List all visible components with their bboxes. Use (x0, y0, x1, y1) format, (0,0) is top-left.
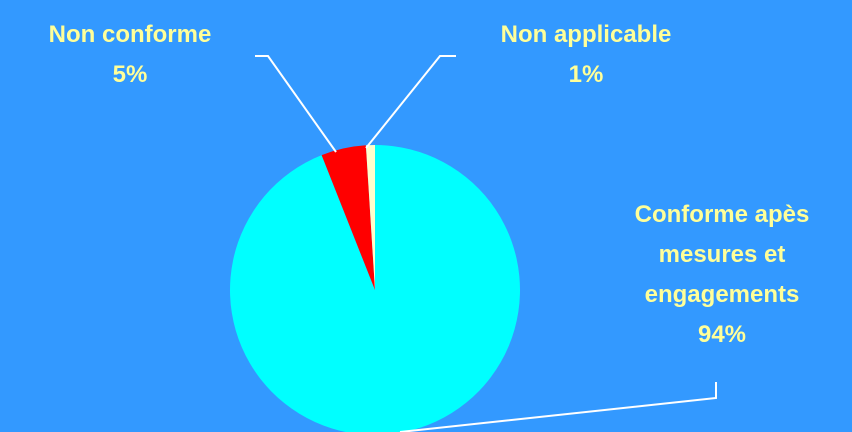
slice-conforme (230, 145, 520, 432)
data-label-non-applicable-line-1: Non applicable (501, 21, 672, 48)
leader-line-non-applicable (365, 55, 456, 149)
leader-line-conforme (399, 382, 717, 432)
slice-non-applicable (365, 145, 375, 290)
slice-labels: Conforme apès mesures et engagements 94% Non… (49, 21, 810, 348)
pie-slices (230, 145, 520, 432)
data-label-conforme-percent: 94% (698, 321, 746, 348)
data-label-conforme-line-2: mesures et (659, 241, 786, 268)
data-label-non-applicable-percent: 1% (569, 61, 604, 88)
data-label-conforme-line-3: engagements (645, 281, 800, 308)
data-label-conforme-line-1: Conforme apès (635, 201, 810, 228)
leader-line-non-conforme (255, 55, 337, 153)
data-label-non-conforme-percent: 5% (113, 61, 148, 88)
leader-lines (255, 55, 717, 432)
slice-non-conforme (321, 145, 375, 290)
data-label-non-conforme-line-1: Non conforme (49, 21, 212, 48)
